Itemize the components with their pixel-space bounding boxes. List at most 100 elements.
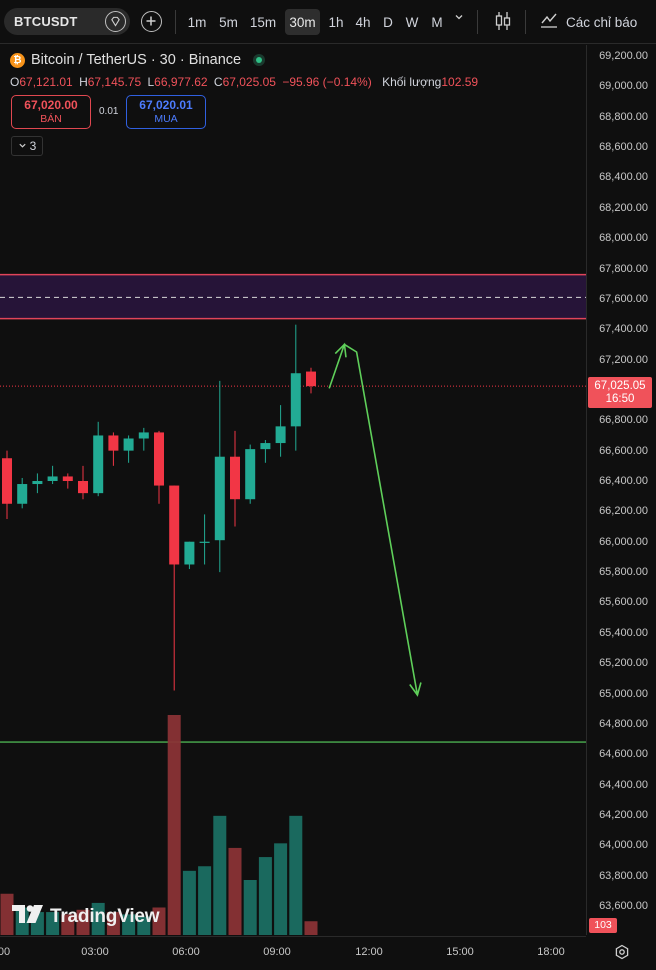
price-tick-label: 66,800.00 — [599, 414, 648, 427]
toolbar-divider — [525, 10, 526, 34]
volume-bar — [152, 907, 166, 935]
tradingview-logo[interactable]: TradingView — [12, 905, 160, 928]
legend-collapse-button[interactable]: 3 — [11, 136, 43, 156]
low-label: L — [147, 75, 155, 89]
price-tick-label: 64,400.00 — [599, 778, 648, 791]
timeframe-4h[interactable]: 4h — [355, 14, 371, 30]
volume-bar — [106, 912, 120, 935]
time-tick-label: 06:00 — [172, 946, 200, 958]
candle-body — [108, 435, 119, 451]
resistance-zone — [0, 274, 586, 319]
projection-arrow-head-down — [409, 682, 422, 697]
indicators-button[interactable]: Các chỉ báo — [539, 10, 637, 34]
price-tick-label: 68,000.00 — [599, 232, 648, 245]
candles-chart-type-icon[interactable] — [493, 10, 513, 32]
symbol-label: BTCUSDT — [14, 14, 78, 29]
chevron-down-icon[interactable] — [454, 12, 464, 25]
timeframe-30m[interactable]: 30m — [285, 9, 320, 35]
chart-legend: ₿ Bitcoin / TetherUS · 30 · Binance — [10, 52, 266, 68]
candle-body — [2, 458, 12, 504]
price-tick-label: 64,600.00 — [599, 748, 648, 761]
candle-body — [290, 373, 301, 427]
sell-label: BÁN — [40, 113, 62, 125]
top-toolbar: BTCUSDT 1m 5m 15m 30m 1h 4h D W M Các ch… — [0, 0, 656, 44]
candle-body — [275, 426, 286, 444]
price-chart[interactable] — [0, 45, 586, 935]
buy-label: MUA — [154, 113, 178, 125]
volume-bar — [198, 866, 212, 935]
candle-body — [93, 435, 104, 494]
volume-badge: 103 — [589, 918, 617, 933]
timeframe-d[interactable]: D — [383, 14, 393, 30]
high-value: 67,145.75 — [87, 75, 142, 89]
timeframe-1h[interactable]: 1h — [328, 14, 344, 30]
volume-bar — [182, 870, 196, 935]
volume-bar — [61, 914, 75, 935]
compare-add-icon[interactable] — [141, 11, 162, 32]
symbol-search-button[interactable]: BTCUSDT — [4, 8, 130, 35]
time-tick-label: 09:00 — [263, 946, 291, 958]
timeframe-1m[interactable]: 1m — [187, 14, 207, 30]
open-value: 67,121.01 — [19, 75, 73, 89]
timeframe-m[interactable]: M — [431, 14, 443, 30]
buy-price: 67,020.01 — [139, 98, 193, 112]
price-tick-label: 67,400.00 — [599, 323, 648, 336]
price-tick-label: 66,200.00 — [599, 505, 648, 518]
chart-settings-icon[interactable] — [614, 944, 630, 960]
volume-bar — [228, 847, 242, 935]
last-price-value: 67,025.05 — [594, 380, 646, 392]
candle-body — [78, 481, 88, 494]
tradingview-logo-icon — [12, 905, 44, 928]
time-axis[interactable]: 00 03:00 06:00 09:00 12:00 15:00 18:00 — [0, 936, 586, 970]
candle-body — [214, 456, 225, 541]
price-tick-label: 66,000.00 — [599, 535, 648, 548]
timeframe-5m[interactable]: 5m — [219, 14, 238, 30]
price-tick-label: 64,000.00 — [599, 839, 648, 852]
candle-body — [154, 432, 164, 486]
timeframe-15m[interactable]: 15m — [249, 14, 277, 30]
price-tick-label: 63,800.00 — [599, 869, 648, 882]
price-tick-label: 68,200.00 — [599, 201, 648, 214]
price-tick-label: 63,600.00 — [599, 900, 648, 912]
collapsed-indicators-count: 3 — [29, 139, 37, 153]
bar-countdown: 16:50 — [605, 393, 635, 405]
spread-value: 0.01 — [99, 106, 119, 117]
buy-button[interactable]: 67,020.01 MUA — [126, 95, 206, 129]
tradingview-logo-text: TradingView — [50, 905, 160, 927]
time-tick-label: 12:00 — [355, 946, 383, 958]
bitcoin-icon: ₿ — [10, 52, 25, 68]
sell-button[interactable]: 67,020.00 BÁN — [11, 95, 91, 129]
price-axis[interactable]: 69,200.00 69,000.00 68,800.00 68,600.00 68,4… — [586, 45, 656, 935]
volume-bar — [76, 909, 90, 935]
last-price-badge: 67,025.05 16:50 — [588, 377, 652, 408]
price-tick-label: 69,000.00 — [599, 80, 648, 93]
candle-body — [138, 432, 149, 439]
price-tick-label: 64,200.00 — [599, 808, 648, 821]
volume-bar — [258, 857, 272, 935]
candle-body — [123, 438, 134, 451]
close-label: C — [213, 75, 223, 89]
candle-body — [62, 476, 73, 481]
low-value: 66,977.62 — [154, 75, 208, 89]
chart-pane[interactable] — [0, 45, 586, 935]
open-label: O — [10, 75, 20, 89]
diamond-icon[interactable] — [105, 11, 126, 32]
price-tick-label: 67,800.00 — [599, 262, 648, 275]
close-value: 67,025.05 — [222, 75, 276, 89]
volume-bar — [213, 815, 227, 935]
candle-body — [32, 481, 43, 485]
volume-bar — [122, 914, 136, 935]
candle-body — [199, 541, 210, 543]
timeframe-w[interactable]: W — [405, 14, 419, 30]
candle-body — [230, 456, 240, 500]
price-tick-label: 68,600.00 — [599, 141, 648, 154]
chevron-down-icon — [18, 139, 27, 153]
change-value: −95.96 (−0.14%) — [282, 75, 372, 89]
indicators-icon — [539, 10, 559, 35]
price-tick-label: 68,400.00 — [599, 171, 648, 184]
time-tick-label: 00 — [0, 946, 11, 958]
price-tick-label: 69,200.00 — [599, 50, 648, 62]
toolbar-divider — [175, 10, 176, 34]
time-tick-label: 03:00 — [81, 946, 109, 958]
candle-body — [245, 449, 256, 500]
